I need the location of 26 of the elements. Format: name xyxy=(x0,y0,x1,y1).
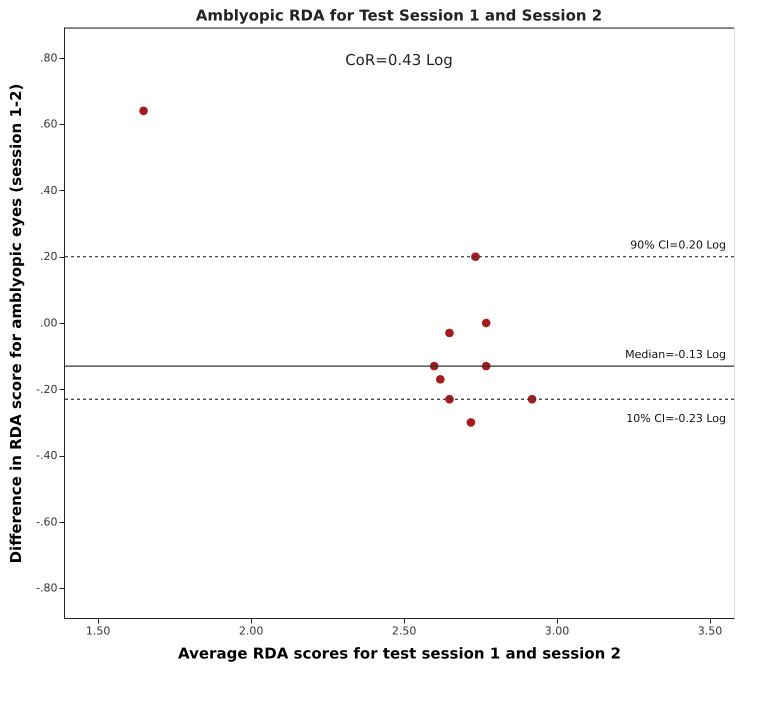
point xyxy=(139,106,148,116)
y-axis-title: Difference in RDA score for amblyopic eyes (session 1-2) xyxy=(7,84,26,564)
point xyxy=(445,328,454,338)
y-tick-label: .00 xyxy=(40,316,58,330)
x-tick-label: 2.50 xyxy=(392,624,416,638)
x-axis-title: Average RDA scores for test session 1 and session 2 xyxy=(178,644,621,662)
ref-line-label: Median=-0.13 Log xyxy=(625,348,726,362)
y-tick-label: .80 xyxy=(40,51,58,64)
x-tick-label: 1.50 xyxy=(86,624,110,638)
x-tick-label: 3.00 xyxy=(544,624,570,638)
y-tick-label: -.40 xyxy=(36,449,58,462)
point xyxy=(466,418,476,427)
y-tick-label: -.80 xyxy=(36,582,58,595)
ref-line-label: 10% CI=-0.23 Log xyxy=(626,412,726,426)
y-tick-label: .20 xyxy=(40,250,58,264)
chart-title: Amblyopic RDA for Test Session 1 and Session 2 xyxy=(196,6,602,24)
y-tick-label: -.20 xyxy=(36,382,58,396)
point xyxy=(436,375,445,384)
y-tick-label: .40 xyxy=(40,184,58,197)
y-tick-label: -.60 xyxy=(36,515,58,528)
x-tick-label: 2.00 xyxy=(238,624,264,638)
point xyxy=(482,318,491,328)
x-tick-label: 3.50 xyxy=(698,624,722,638)
ref-line-label: 90% CI=0.20 Log xyxy=(630,238,726,252)
annotation: CoR=0.43 Log xyxy=(345,51,453,69)
y-tick-label: .60 xyxy=(40,118,58,131)
